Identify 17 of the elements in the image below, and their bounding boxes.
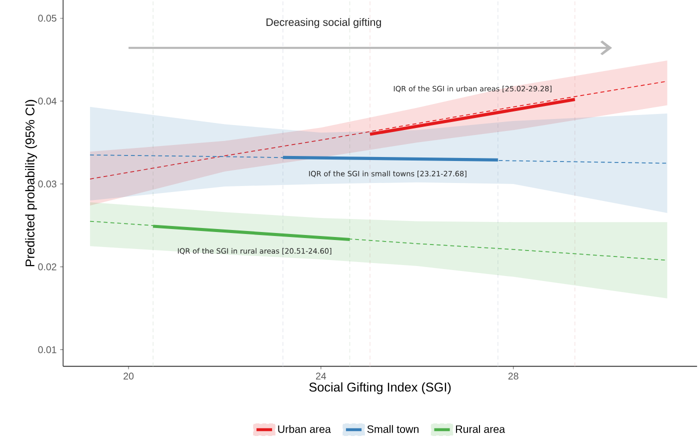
legend-label: Rural area: [456, 424, 506, 433]
line-series: [90, 220, 668, 260]
line-series: [90, 154, 668, 164]
annotation: Decreasing social gifting: [266, 18, 381, 28]
x-tick-label: 28: [508, 372, 518, 380]
y-tick-label: 0.03: [38, 180, 56, 188]
y-axis-title: Predicted probability (95% CI): [25, 100, 37, 266]
x-tick-label: 20: [124, 372, 134, 380]
x-tick-label: 24: [316, 372, 326, 380]
y-tick-label: 0.01: [38, 346, 56, 353]
legend-label: Small town: [367, 424, 418, 433]
y-tick-label: 0.04: [38, 97, 56, 104]
y-tick-label: 0.02: [38, 263, 56, 270]
x-axis-title: Social Gifting Index (SGI): [309, 382, 451, 394]
y-tick-label: 0.05: [38, 14, 56, 22]
legend-label: Urban area: [278, 424, 331, 433]
line-series: [90, 80, 668, 180]
